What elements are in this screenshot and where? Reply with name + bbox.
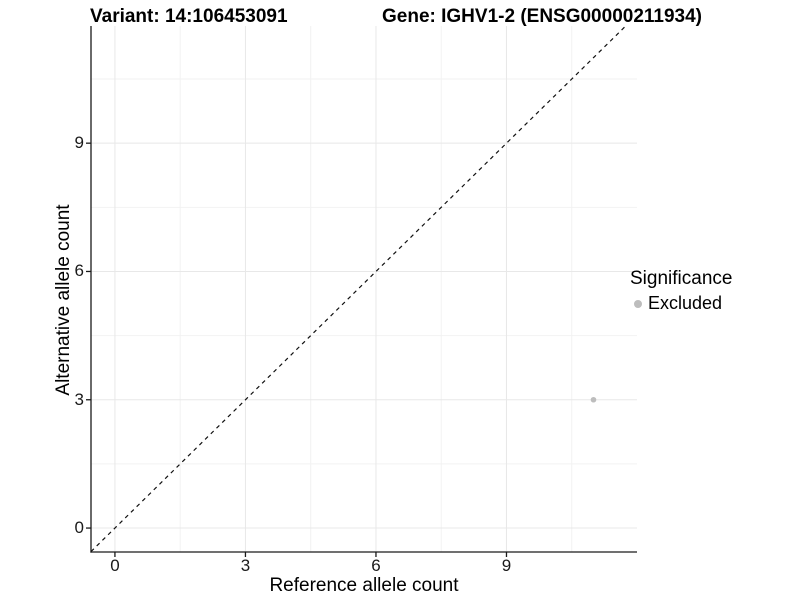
identity-line — [90, 25, 627, 553]
legend-entry-excluded: Excluded — [630, 293, 732, 314]
legend: Significance Excluded — [630, 268, 732, 314]
x-tick-label: 6 — [371, 556, 381, 575]
y-tick-label: 3 — [74, 389, 84, 409]
x-axis-label: Reference allele count — [269, 575, 459, 596]
variant-title: Variant: 14:106453091 — [90, 6, 288, 27]
y-tick-label: 9 — [74, 133, 84, 153]
x-tick-label: 0 — [110, 556, 120, 575]
y-tick-label: 0 — [74, 518, 84, 538]
y-tick-label: 6 — [74, 261, 84, 281]
legend-entry-label: Excluded — [648, 293, 723, 313]
x-tick-label: 9 — [501, 556, 512, 575]
y-axis-label: Alternative allele count — [53, 204, 74, 396]
legend-title: Significance — [630, 268, 733, 289]
x-tick-label: 3 — [240, 556, 251, 575]
data-point — [590, 396, 597, 403]
excluded-point-icon — [634, 299, 642, 308]
gene-title: Gene: IGHV1-2 (ENSG00000211934) — [382, 6, 703, 27]
